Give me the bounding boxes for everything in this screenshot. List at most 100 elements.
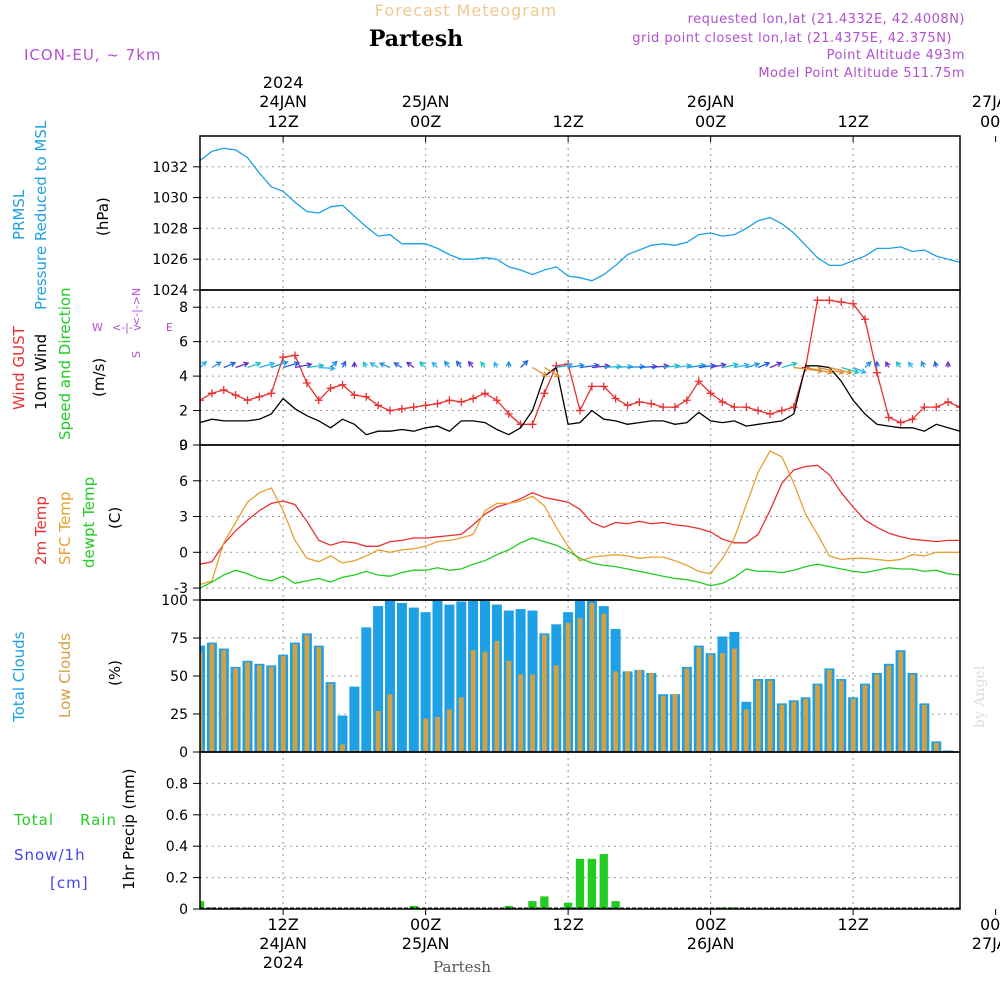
low-cloud-bar [933, 742, 939, 752]
gust-marker [920, 403, 929, 412]
wind-arrow [781, 361, 798, 369]
wind-arrow [247, 361, 262, 369]
gust-marker [540, 389, 549, 398]
low-cloud-bar [874, 674, 880, 752]
low-cloud-bar [375, 711, 381, 752]
low-cloud-bar [684, 668, 690, 752]
wind-arrow [627, 363, 646, 370]
wind-arrow [907, 361, 914, 368]
low-cloud-bar [601, 613, 607, 752]
gust-marker [314, 396, 323, 405]
low-cloud-bar [648, 673, 654, 752]
model-label: ICON-EU, ~ 7km [24, 46, 162, 64]
wind-arrow [351, 361, 358, 368]
bottom-time-label: 26JAN [687, 934, 735, 953]
gust-marker [587, 382, 596, 391]
y-tick-label: 4 [179, 369, 188, 385]
top-time-label: 00Z [980, 112, 1000, 131]
wind-arrow [932, 360, 939, 368]
total-cloud-bar [456, 601, 467, 752]
gust-marker [374, 401, 383, 410]
series-line-wind-gust [200, 299, 960, 425]
top-time-label: 2024 [263, 73, 304, 92]
gust-marker [397, 404, 406, 413]
ylabel-pressure: (hPa) [94, 197, 112, 236]
total-cloud-bar [337, 715, 348, 752]
series-line-sfc-temp [200, 450, 960, 586]
rain-bar [207, 907, 216, 909]
y-tick-label: 0 [179, 902, 188, 918]
wind-arrow [330, 360, 338, 368]
low-cloud-bar [815, 685, 820, 752]
model-altitude: Model Point Altitude 511.75m [758, 66, 965, 81]
series-line-2m-temp [200, 464, 960, 565]
panel-clouds [200, 600, 954, 752]
gust-marker [207, 389, 216, 398]
panel-temperature [200, 450, 960, 589]
wind-arrow [282, 361, 301, 369]
wind-arrow [223, 361, 237, 369]
low-cloud-bar [542, 635, 547, 752]
low-cloud-bar [482, 651, 488, 752]
low-cloud-bar [447, 709, 452, 752]
rain-bar [575, 858, 585, 909]
rain-bar [231, 907, 240, 909]
label-gust: Wind GUST [10, 325, 28, 410]
rain-bar [611, 901, 620, 909]
rain-bar [243, 907, 252, 909]
low-cloud-bar [470, 650, 476, 752]
gust-marker [200, 396, 204, 405]
compass-legend: W <-|-> E N <-|-> S [92, 288, 173, 358]
low-cloud-bar [625, 671, 630, 752]
low-cloud-bar [209, 644, 215, 752]
low-cloud-bar [791, 701, 797, 752]
gust-marker [433, 399, 442, 408]
compass-north-arrow: <-|-> [130, 296, 143, 326]
gust-marker [861, 315, 869, 324]
low-cloud-bar [803, 698, 809, 752]
y-tick-label: 0 [179, 545, 188, 561]
y-tick-label: 9 [179, 438, 188, 454]
bottom-time-label: 00Z [410, 915, 441, 934]
chart-subtitle: Forecast Meteogram [375, 1, 557, 20]
wind-arrow [895, 361, 902, 368]
gust-marker [421, 401, 430, 410]
wind-arrow [211, 361, 222, 369]
gust-marker [255, 392, 264, 401]
y-tick-label: 0.4 [166, 839, 188, 855]
low-cloud-bar [672, 694, 678, 752]
label-total-clouds: Total Clouds [10, 631, 28, 723]
wind-arrow [467, 360, 474, 368]
gust-marker [671, 403, 679, 412]
label-snow-unit: [cm] [50, 874, 89, 892]
wind-arrow [378, 362, 391, 369]
footer-location: Partesh [433, 958, 491, 976]
bottom-time-label: 27JAN [972, 934, 1000, 953]
compass-west: W [92, 321, 103, 334]
gust-marker [219, 385, 228, 394]
rain-bar [528, 901, 537, 909]
gust-marker [504, 410, 513, 418]
label-sfc-temp: SFC Temp [56, 492, 74, 565]
low-cloud-bar [779, 704, 785, 752]
y-tick-label: 2 [179, 404, 188, 420]
total-cloud-bar [361, 627, 372, 752]
low-cloud-bar [743, 709, 749, 752]
rain-bar [409, 905, 418, 909]
wind-arrow [419, 361, 427, 368]
gust-marker [908, 415, 917, 424]
low-cloud-bar [233, 668, 239, 752]
gust-marker [623, 401, 632, 410]
gust-marker [766, 410, 774, 418]
low-cloud-bar [613, 671, 619, 752]
top-time-label: 12Z [552, 112, 583, 131]
y-tick-label: 1026 [152, 252, 188, 268]
gust-marker [789, 403, 798, 412]
wind-arrow [393, 362, 403, 369]
bottom-time-label: 12Z [552, 915, 583, 934]
y-tick-label: 3 [179, 510, 188, 526]
gust-marker [932, 403, 941, 412]
compass-south: S [130, 351, 143, 358]
wind-arrow [362, 361, 369, 368]
